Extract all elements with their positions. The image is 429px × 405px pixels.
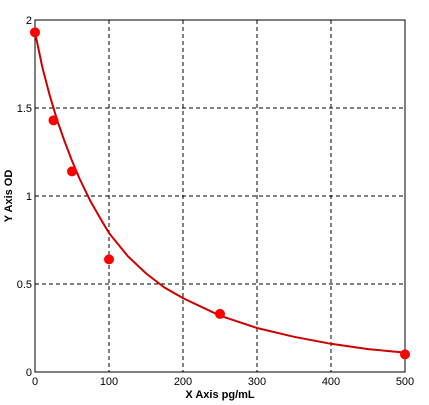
x-tick-label: 300 <box>248 376 266 388</box>
data-points <box>30 27 410 360</box>
x-tick-label: 500 <box>396 376 414 388</box>
y-tick-label: 2 <box>26 15 32 27</box>
fit-curve-line <box>34 32 406 354</box>
y-tick-label: 0 <box>26 367 32 379</box>
y-tick-label: 1.5 <box>17 103 32 115</box>
y-axis-title: Y Axis OD <box>3 170 15 223</box>
y-tick-label: 0.5 <box>17 279 32 291</box>
data-point <box>30 27 40 38</box>
data-point <box>400 349 410 360</box>
x-tick-label: 400 <box>322 376 340 388</box>
x-tick-label: 100 <box>100 376 118 388</box>
data-point <box>215 308 225 319</box>
y-tick-label: 1 <box>26 191 32 203</box>
data-point <box>48 115 59 126</box>
x-tick-label: 200 <box>174 376 192 388</box>
data-point <box>104 254 114 265</box>
x-tick-label: 0 <box>32 376 38 388</box>
tick-labels: 0 100 200 300 400 500 0 0.5 1 1.5 2 <box>17 15 414 388</box>
data-point <box>67 166 77 177</box>
grid-lines <box>35 20 405 372</box>
x-axis-title: X Axis pg/mL <box>185 389 255 401</box>
